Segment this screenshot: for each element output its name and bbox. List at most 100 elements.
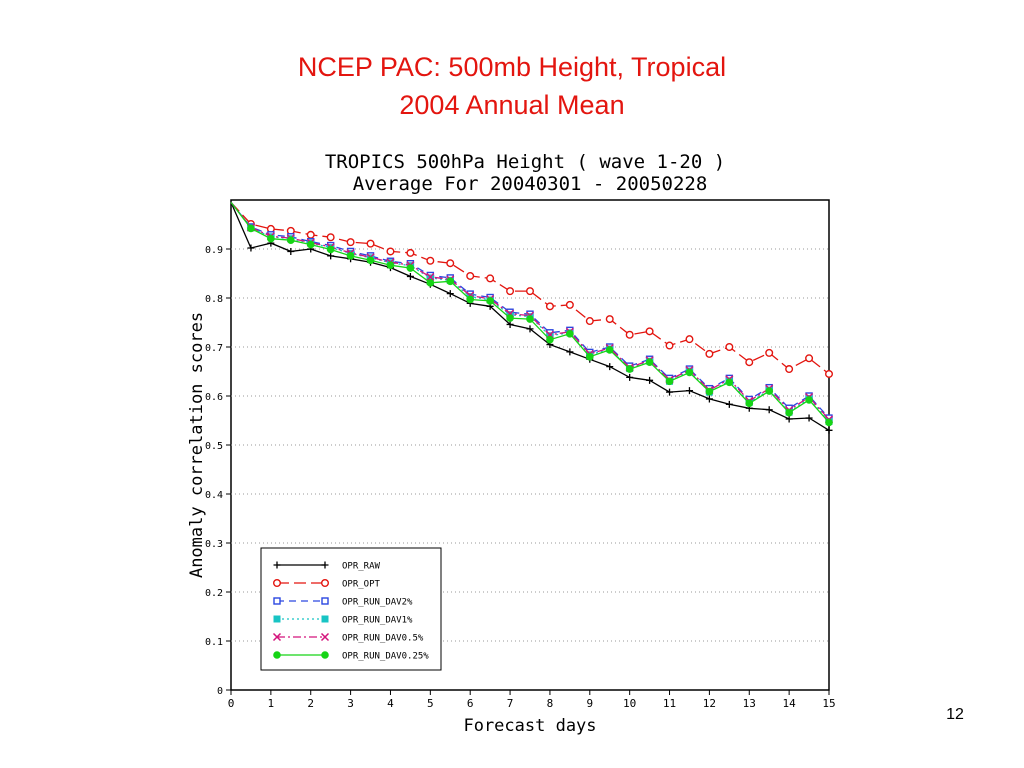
x-tick-label: 10 xyxy=(623,697,636,710)
legend-marker xyxy=(273,651,281,659)
data-point xyxy=(486,274,495,283)
slide-title-line2: 2004 Annual Mean xyxy=(399,90,625,120)
data-point xyxy=(386,261,395,269)
data-point xyxy=(426,256,435,265)
legend-marker xyxy=(321,579,330,588)
data-point xyxy=(625,330,634,339)
data-point xyxy=(326,233,335,242)
data-point xyxy=(566,348,574,356)
x-tick-label: 4 xyxy=(387,697,394,710)
y-tick-label: 0.5 xyxy=(205,441,223,452)
data-point xyxy=(705,395,713,403)
data-point xyxy=(446,290,454,298)
data-point xyxy=(805,396,813,404)
data-point xyxy=(446,259,455,268)
data-point xyxy=(287,247,295,255)
y-tick-label: 0.9 xyxy=(205,245,223,256)
data-point xyxy=(566,329,574,338)
legend-marker xyxy=(272,632,282,642)
data-point xyxy=(825,418,833,427)
data-point xyxy=(745,358,754,367)
data-point xyxy=(705,349,714,358)
legend: OPR_RAW OPR_OPT OPR_RUN_DAV2% OPR_RUN_DAV1%… xyxy=(260,547,442,671)
legend-marker xyxy=(321,561,329,569)
data-point xyxy=(565,300,574,309)
y-tick-label: 0.2 xyxy=(205,588,223,599)
legend-box xyxy=(260,547,442,671)
x-tick-label: 6 xyxy=(467,697,474,710)
data-point xyxy=(805,414,813,422)
data-point xyxy=(466,271,475,280)
data-point xyxy=(546,335,554,344)
data-point xyxy=(705,387,714,396)
data-point xyxy=(825,426,833,434)
data-point xyxy=(785,408,793,417)
data-point xyxy=(725,378,734,387)
legend-marker xyxy=(273,597,281,605)
data-point xyxy=(526,325,534,333)
legend-marker xyxy=(321,651,329,659)
legend-label: OPR_RUN_DAV0.25% xyxy=(342,652,429,662)
data-point xyxy=(346,252,355,260)
data-point xyxy=(406,264,415,272)
y-tick-label: 0.7 xyxy=(205,343,223,354)
x-tick-label: 1 xyxy=(268,697,275,710)
series-2 xyxy=(230,201,833,422)
legend-item: OPR_RUN_DAV1% xyxy=(273,615,413,626)
y-axis-label: Anomaly correlation scores xyxy=(187,312,207,578)
slide-title-line1: NCEP PAC: 500mb Height, Tropical xyxy=(297,52,727,82)
legend-item: OPR_RUN_DAV0.5% xyxy=(272,632,424,644)
x-tick-label: 2 xyxy=(307,697,314,710)
data-point xyxy=(765,348,774,357)
data-point xyxy=(626,373,634,381)
series-line xyxy=(230,201,830,419)
legend-label: OPR_RUN_DAV2% xyxy=(342,598,413,608)
data-point xyxy=(765,387,774,395)
legend-label: OPR_OPT xyxy=(342,580,381,590)
data-point xyxy=(685,387,693,395)
data-point xyxy=(665,377,674,386)
data-point xyxy=(247,224,255,233)
data-point xyxy=(406,272,414,280)
data-point xyxy=(287,236,295,244)
y-tick-label: 0 xyxy=(217,686,223,697)
data-point xyxy=(805,354,814,363)
data-point xyxy=(327,252,335,260)
data-point xyxy=(785,415,793,423)
page-number: 12 xyxy=(946,706,964,723)
data-point xyxy=(685,368,694,377)
legend-label: OPR_RUN_DAV0.5% xyxy=(342,634,424,644)
data-point xyxy=(306,240,315,249)
legend-marker xyxy=(321,615,329,623)
data-point xyxy=(446,277,455,286)
data-point xyxy=(506,287,515,296)
y-tick-label: 0.1 xyxy=(205,637,223,648)
data-point xyxy=(785,365,794,374)
legend-label: OPR_RAW xyxy=(342,562,381,572)
data-point xyxy=(386,247,395,256)
data-point xyxy=(646,376,654,384)
x-tick-label: 0 xyxy=(228,697,235,710)
legend-item: OPR_OPT xyxy=(273,579,381,590)
data-point xyxy=(665,341,674,350)
data-point xyxy=(606,363,614,371)
data-point xyxy=(586,353,594,361)
data-point xyxy=(247,244,255,252)
axis-ticks: 00.10.20.30.40.50.60.70.80.90 1 2 3 4 5 6 7 8 9 10… xyxy=(205,245,836,710)
data-point xyxy=(745,399,754,408)
x-tick-label: 8 xyxy=(547,697,554,710)
data-point xyxy=(466,295,475,304)
x-tick-label: 13 xyxy=(743,697,756,710)
data-point xyxy=(346,238,355,247)
data-point xyxy=(605,346,614,354)
legend-marker xyxy=(273,579,282,588)
data-point xyxy=(426,279,435,287)
y-tick-label: 0.3 xyxy=(205,539,223,550)
data-point xyxy=(506,320,514,328)
x-tick-label: 9 xyxy=(586,697,593,710)
data-point xyxy=(725,343,734,352)
data-point xyxy=(625,365,634,373)
data-point xyxy=(585,317,594,326)
legend-label: OPR_RUN_DAV1% xyxy=(342,616,413,626)
